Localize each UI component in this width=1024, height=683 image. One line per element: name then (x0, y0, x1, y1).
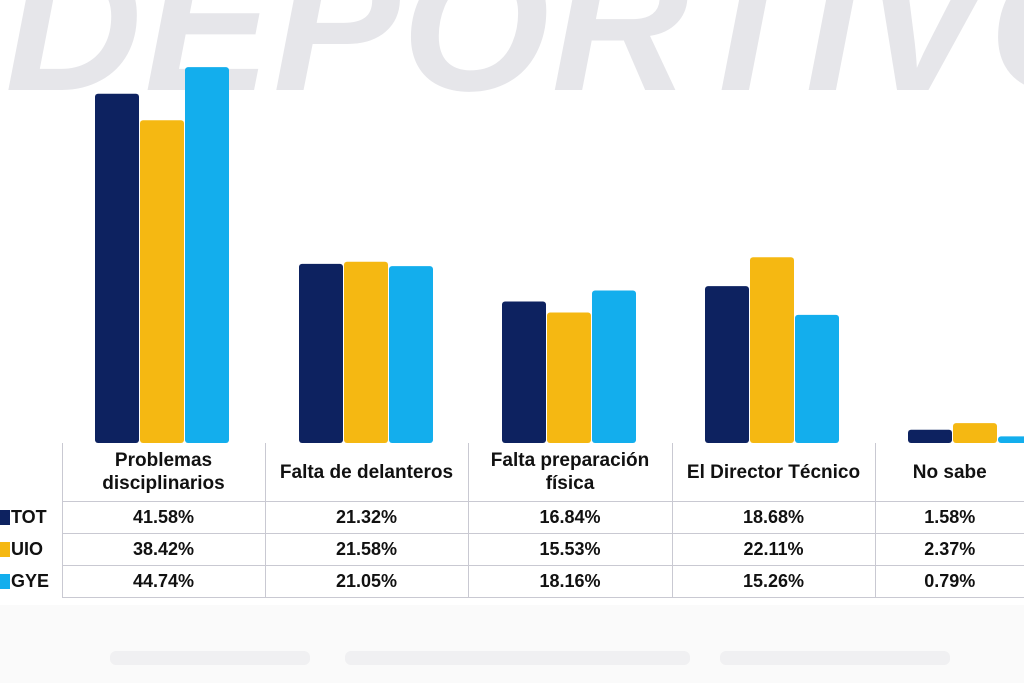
category-label: Falta preparación física (467, 443, 673, 502)
series-legend-label: TOT (0, 502, 62, 534)
watermark-text: DEPORTIVO (5, 0, 1024, 100)
table-cell: 38.42% (61, 533, 266, 566)
footer-ghost (110, 651, 310, 665)
table-cell: 18.16% (467, 565, 673, 598)
bar-gye-1 (389, 266, 433, 443)
table-cell: 15.53% (467, 533, 673, 566)
data-table: Problemas disciplinarios Falta de delante… (0, 443, 1024, 598)
series-name: UIO (11, 539, 44, 559)
footer-band (0, 605, 1024, 683)
table-cell: 2.37% (874, 533, 1024, 566)
category-label: Problemas disciplinarios (61, 443, 266, 502)
bar-tot-0 (95, 93, 139, 443)
bar-gye-3 (795, 314, 839, 443)
bar-tot-4 (908, 429, 952, 443)
table-cell: 44.74% (61, 565, 266, 598)
table-row: UIO 38.42% 21.58% 15.53% 22.11% 2.37% (0, 533, 1024, 566)
legend-swatch (0, 574, 10, 589)
table-corner (0, 443, 62, 502)
bar-uio-1 (344, 261, 388, 443)
table-cell: 1.58% (874, 501, 1024, 534)
series-name: TOT (11, 507, 47, 527)
table-cell: 16.84% (467, 501, 673, 534)
bar-tot-3 (705, 286, 749, 443)
bar-uio-3 (750, 257, 794, 443)
table-cell: 15.26% (671, 565, 876, 598)
series-legend-label: GYE (0, 566, 62, 598)
table-cell: 18.68% (671, 501, 876, 534)
bar-gye-4 (998, 436, 1024, 443)
category-label: El Director Técnico (671, 443, 876, 502)
bar-gye-2 (592, 290, 636, 443)
bar-tot-2 (502, 301, 546, 443)
series-legend-label: UIO (0, 534, 62, 566)
bar-uio-2 (547, 312, 591, 443)
legend-swatch (0, 542, 10, 557)
category-label: Falta de delanteros (264, 443, 469, 502)
table-row: GYE 44.74% 21.05% 18.16% 15.26% 0.79% (0, 565, 1024, 598)
category-label: No sabe (874, 443, 1024, 502)
bar-uio-0 (140, 120, 184, 443)
bar-gye-0 (185, 67, 229, 444)
category-header-row: Problemas disciplinarios Falta de delante… (0, 443, 1024, 502)
series-name: GYE (11, 571, 50, 591)
table-cell: 41.58% (61, 501, 266, 534)
bar-uio-4 (953, 423, 997, 443)
legend-swatch (0, 510, 10, 525)
table-row: TOT 41.58% 21.32% 16.84% 18.68% 1.58% (0, 501, 1024, 534)
footer-ghost (345, 651, 690, 665)
bar-tot-1 (299, 263, 343, 443)
table-cell: 0.79% (874, 565, 1024, 598)
table-cell: 21.05% (264, 565, 469, 598)
watermark: DEPORTIVO (0, 0, 1024, 100)
table-cell: 21.58% (264, 533, 469, 566)
bar-chart (95, 67, 1024, 444)
footer-ghost (720, 651, 950, 665)
table-cell: 21.32% (264, 501, 469, 534)
table-cell: 22.11% (671, 533, 876, 566)
